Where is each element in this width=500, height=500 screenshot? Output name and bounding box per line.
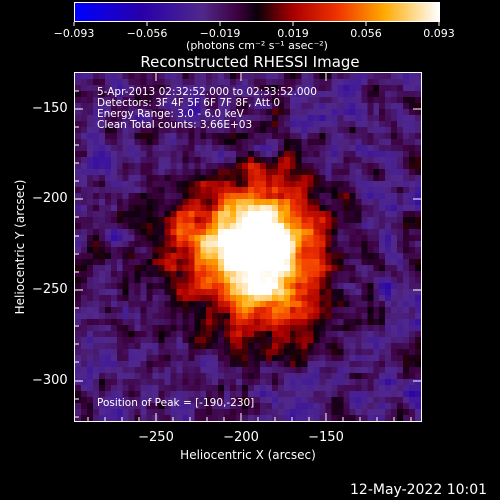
colorbar-tick-label: −0.093: [53, 27, 95, 40]
x-tick-label: −200: [223, 430, 259, 445]
y-tick-label: −250: [32, 282, 68, 297]
detectors-text: Detectors: 3F 4F 5F 6F 7F 8F, Att 0: [97, 97, 281, 109]
colorbar: [74, 2, 440, 22]
x-axis-label: Heliocentric X (arcsec): [180, 448, 316, 462]
colorbar-units: (photons cm⁻² s⁻¹ asec⁻²): [186, 39, 328, 52]
rhessi-heatmap: [75, 73, 421, 421]
image-title: Reconstructed RHESSI Image: [140, 53, 360, 71]
colorbar-tick-label: 0.019: [277, 27, 309, 40]
energy-range-text: Energy Range: 3.0 - 6.0 keV: [97, 108, 244, 120]
colorbar-tick-label: 0.056: [350, 27, 382, 40]
peak-position-text: Position of Peak = [-190,-230]: [97, 397, 255, 409]
y-axis-label: Heliocentric Y (arcsec): [13, 179, 27, 315]
x-tick-label: −150: [308, 430, 344, 445]
clean-counts-text: Clean Total counts: 3.66E+03: [97, 119, 253, 131]
time-range-text: 5-Apr-2013 02:32:52.000 to 02:33:52.000: [97, 86, 317, 98]
y-tick-label: −200: [32, 191, 68, 206]
rhessi-image-plot: 5-Apr-2013 02:32:52.000 to 02:33:52.000 …: [74, 72, 422, 422]
colorbar-ticks: [73, 22, 440, 26]
y-tick-label: −150: [32, 101, 68, 116]
y-tick-label: −300: [32, 373, 68, 388]
colorbar-tick-label: 0.093: [423, 27, 455, 40]
x-tick-label: −250: [138, 430, 174, 445]
colorbar-tick-label: −0.019: [199, 27, 241, 40]
footer-date: 12-May-2022 10:01: [350, 482, 488, 498]
colorbar-tick-label: −0.056: [126, 27, 168, 40]
